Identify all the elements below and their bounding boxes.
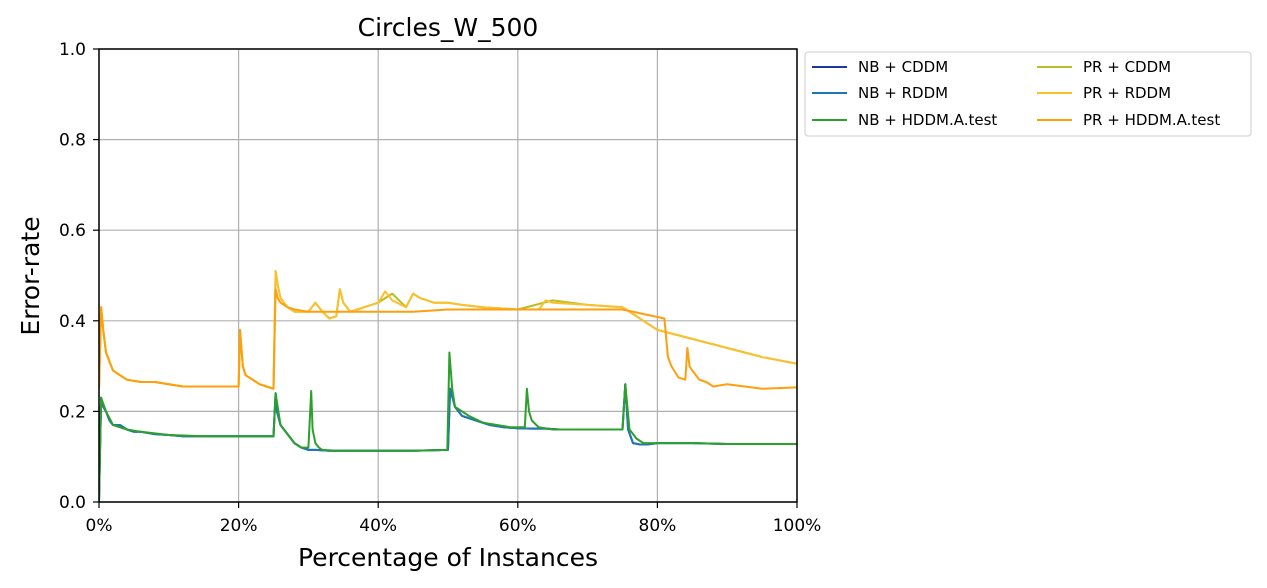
legend-frame	[804, 51, 1252, 137]
legend-label: PR + CDDM	[1083, 58, 1171, 76]
x-tick-label: 20%	[220, 516, 258, 536]
legend-label: NB + CDDM	[858, 58, 948, 76]
series-layer	[99, 270, 797, 502]
series-line-2	[99, 351, 797, 502]
x-tick-label: 40%	[359, 516, 397, 536]
y-tick-label: 0.2	[59, 402, 86, 422]
y-tick-label: 1.0	[59, 40, 86, 60]
x-tick-label: 100%	[773, 516, 822, 536]
legend-label: NB + HDDM.A.test	[858, 111, 997, 129]
x-tick-label: 0%	[86, 516, 113, 536]
legend-label: PR + HDDM.A.test	[1083, 111, 1220, 129]
axis-ticks: 0% 20% 40% 60% 80% 100% 0.0 0.2 0.4 0.6 0.8 1.0	[59, 40, 821, 536]
plot-frame	[98, 48, 798, 503]
y-tick-label: 0.6	[59, 221, 86, 241]
x-tick-label: 80%	[639, 516, 677, 536]
chart-title: Circles_W_500	[358, 13, 539, 42]
legend-label: NB + RDDM	[858, 84, 948, 102]
legend: NB + CDDM NB + RDDM NB + HDDM.A.test PR + C…	[804, 51, 1252, 137]
x-axis-title: Percentage of Instances	[298, 543, 598, 572]
x-tick-label: 60%	[499, 516, 537, 536]
y-axis-title: Error-rate	[16, 216, 45, 335]
y-tick-label: 0.0	[59, 493, 86, 513]
series-line-5	[99, 288, 797, 390]
legend-label: PR + RDDM	[1083, 84, 1171, 102]
y-tick-label: 0.8	[59, 131, 86, 151]
y-tick-label: 0.4	[59, 312, 86, 332]
